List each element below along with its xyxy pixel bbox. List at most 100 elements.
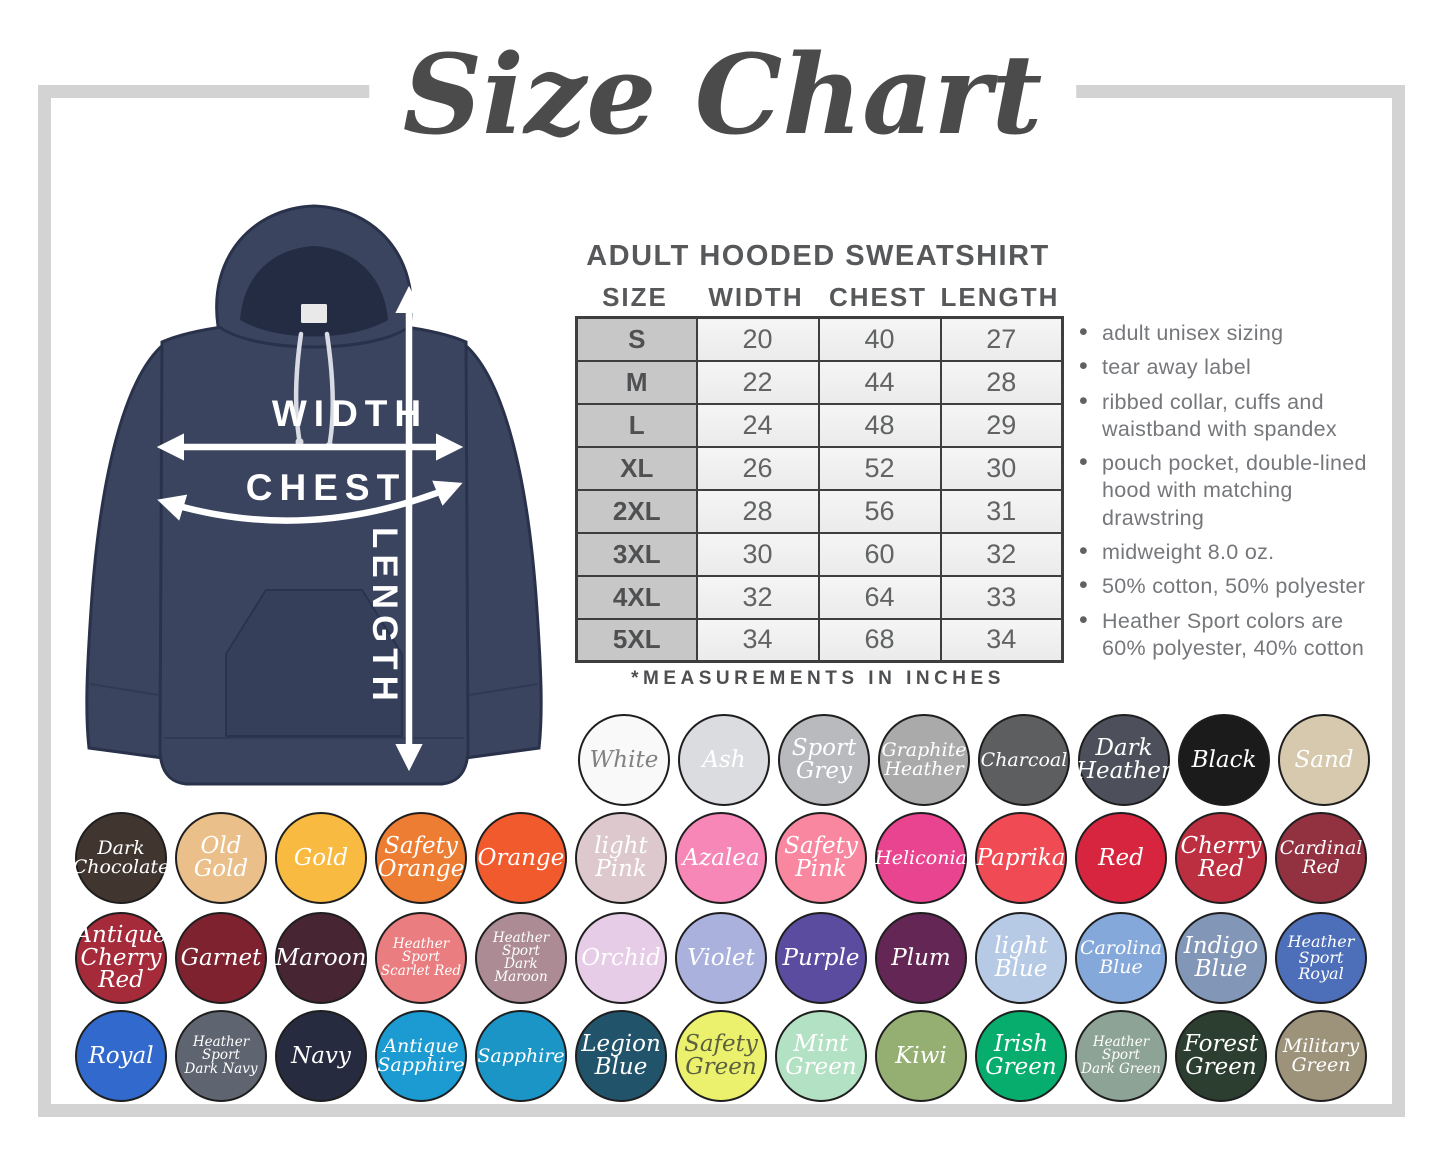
size-value: 44 [817,359,942,405]
swatch-row: White Ash Sport Grey Graphite Heather Charco… [578,714,1370,806]
color-swatch-heather-sport-dark-navy: Heather Sport Dark Navy [175,1010,267,1102]
color-swatch-dark-heather: Dark Heather [1076,714,1172,806]
size-value: 33 [939,574,1064,620]
size-table: S 20 40 27 M 22 44 28 L 24 48 29 XL 26 52 30 2XL 28 56 31 3X… [575,316,1064,663]
column-header-length: LENGTH [940,282,1060,312]
size-row-4xl: 4XL 32 64 33 [575,574,1064,620]
color-swatch-heather-sport-royal: Heather Sport Royal [1275,912,1367,1004]
color-swatch-light-pink: light Pink [575,812,667,904]
size-value: 20 [695,316,820,362]
color-swatch-label: Charcoal [980,748,1068,771]
size-value: 29 [939,402,1064,448]
color-swatch-label: Heather Sport Scarlet Red [380,936,462,979]
size-label: 5XL [575,617,698,663]
color-swatch-red: Red [1075,812,1167,904]
color-swatch-orange: Orange [475,812,567,904]
color-swatch-carolina-blue: Carolina Blue [1075,912,1167,1004]
hoodie-hood-opening [240,246,388,337]
color-swatch-heliconia: Heliconia [875,812,967,904]
color-swatch-sport-grey: Sport Grey [778,714,870,806]
color-swatch-safety-green: Safety Green [675,1010,767,1102]
color-swatch-label: Orchid [581,944,661,971]
width-label: WIDTH [272,393,428,434]
size-value: 28 [939,359,1064,405]
swatch-row: Royal Heather Sport Dark Navy Navy Antique … [75,1010,1367,1102]
color-swatch-label: Cherry Red [1180,833,1262,882]
feature-item: midweight 8.0 oz. [1078,536,1382,568]
neck-label [301,304,327,323]
color-swatch-label: Graphite Heather [881,739,967,780]
color-swatch-label: Heather Sport Royal [1287,932,1355,983]
color-swatch-label: Navy [291,1042,351,1069]
swatch-row: Antique Cherry Red Garnet Maroon Heather Sp… [75,912,1367,1004]
color-swatch-label: Military Green [1282,1035,1360,1076]
chest-label: CHEST [246,467,406,508]
color-swatch-label: light Pink [594,833,648,882]
size-label: 4XL [575,574,698,620]
color-swatch-label: Sapphire [477,1044,565,1067]
size-row-3xl: 3XL 30 60 32 [575,531,1064,577]
size-value: 34 [695,617,820,663]
size-label: 3XL [575,531,698,577]
color-swatch-label: Heliconia [875,846,967,869]
size-row-5xl: 5XL 34 68 34 [575,617,1064,663]
color-swatch-orchid: Orchid [575,912,667,1004]
color-swatch-label: Orange [477,844,565,871]
color-swatch-label: Black [1191,746,1257,773]
feature-list: adult unisex sizingtear away labelribbed… [1078,317,1382,669]
color-swatch-purple: Purple [775,912,867,1004]
size-table-body: S 20 40 27 M 22 44 28 L 24 48 29 XL 26 52 30 2XL 28 56 31 3X… [575,316,1064,663]
color-swatch-label: Carolina Blue [1079,937,1163,978]
color-swatch-white: White [578,714,670,806]
color-swatch-sand: Sand [1278,714,1370,806]
size-value: 68 [817,617,942,663]
size-label: XL [575,445,698,491]
color-swatch-kiwi: Kiwi [875,1010,967,1102]
color-swatch-heather-sport-scarlet-red: Heather Sport Scarlet Red [375,912,467,1004]
color-swatch-label: Cardinal Red [1279,837,1363,878]
hoodie-diagram: WIDTH CHEST LENGTH [85,204,543,786]
column-header-size: SIZE [602,282,668,312]
color-swatch-heather-sport-dark-maroon: Heather Sport Dark Maroon [475,912,567,1004]
measurement-note: *MEASUREMENTS IN INCHES [631,668,1005,689]
color-swatch-label: Red [1098,844,1144,871]
color-swatch-cardinal-red: Cardinal Red [1275,812,1367,904]
color-swatch-label: Sport Grey [791,735,857,784]
size-value: 32 [695,574,820,620]
size-value: 30 [695,531,820,577]
color-swatch-antique-sapphire: Antique Sapphire [375,1010,467,1102]
color-swatch-label: Safety Pink [784,833,858,882]
left-cuff-seam [89,683,166,697]
size-row-l: L 24 48 29 [575,402,1064,448]
color-swatch-label: Gold [293,844,349,871]
color-swatch-label: Legion Blue [581,1031,661,1080]
length-label: LENGTH [365,527,404,707]
color-swatch-safety-pink: Safety Pink [775,812,867,904]
color-swatch-black: Black [1178,714,1270,806]
color-swatch-label: Ash [702,746,746,773]
feature-item: Heather Sport colors are 60% polyester, … [1078,605,1382,663]
column-header-width: WIDTH [708,282,804,312]
color-swatch-gold: Gold [275,812,367,904]
size-label: M [575,359,698,405]
color-swatch-label: Safety Green [684,1031,758,1080]
size-row-2xl: 2XL 28 56 31 [575,488,1064,534]
size-value: 31 [939,488,1064,534]
color-swatch-label: Forest Green [1183,1031,1259,1080]
color-swatch-label: Old Gold [193,833,249,882]
size-value: 52 [817,445,942,491]
color-swatch-sapphire: Sapphire [475,1010,567,1102]
color-swatch-label: Maroon [275,944,367,971]
size-table-header: SIZE WIDTH CHEST LENGTH [575,282,1061,313]
size-value: 27 [939,316,1064,362]
color-swatch-label: Purple [782,944,860,971]
color-swatch-violet: Violet [675,912,767,1004]
size-label: L [575,402,698,448]
color-swatch-heather-sport-dark-green: Heather Sport Dark Green [1075,1010,1167,1102]
color-swatch-label: light Blue [994,933,1048,982]
color-swatch-label: Plum [891,944,951,971]
size-row-m: M 22 44 28 [575,359,1064,405]
color-swatch-legion-blue: Legion Blue [575,1010,667,1102]
feature-item: ribbed collar, cuffs and waistband with … [1078,386,1382,444]
product-heading: ADULT HOODED SWEATSHIRT [586,240,1050,272]
